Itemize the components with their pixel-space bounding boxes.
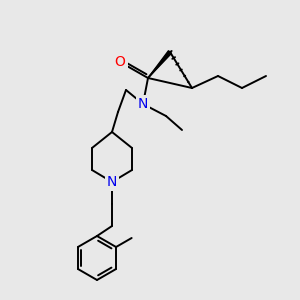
Text: O: O	[115, 55, 125, 69]
Polygon shape	[148, 51, 172, 78]
Text: N: N	[138, 97, 148, 111]
Text: N: N	[107, 175, 117, 189]
